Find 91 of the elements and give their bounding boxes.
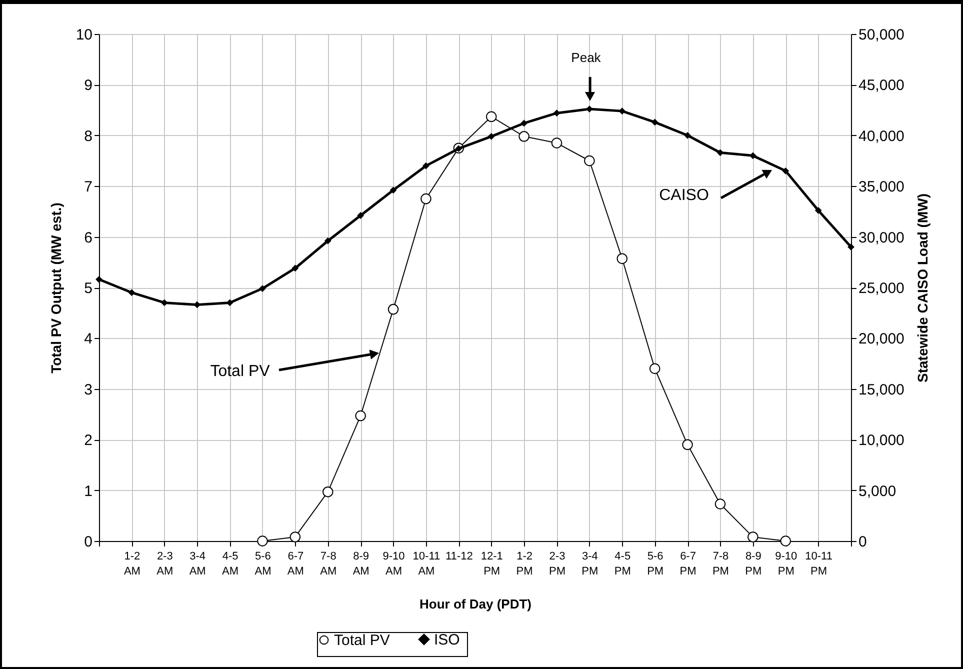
y2-tick-label: 40,000	[858, 128, 904, 145]
point	[128, 289, 135, 296]
legend-label: Total PV	[334, 632, 390, 649]
point	[322, 486, 334, 498]
y-tick-label: 10	[76, 26, 92, 44]
x-axis-title: Hour of Day (PDT)	[420, 596, 532, 612]
y2-tick-label: 30,000	[858, 229, 904, 246]
y2-tick-label: 15,000	[858, 381, 904, 398]
x-tick-label: 6-7 PM	[680, 550, 696, 578]
x-tick-label: 2-3 AM	[156, 550, 174, 578]
x-tick-label: 6-7 AM	[287, 550, 304, 578]
annotation: CAISO	[659, 187, 709, 204]
x-tick-label: 3-4 AM	[189, 550, 206, 578]
y2-tick-label: 5,000	[858, 482, 896, 500]
point	[652, 118, 658, 126]
point	[96, 276, 102, 283]
point	[324, 238, 332, 244]
y-tick-label: 8	[84, 128, 92, 145]
x-tick-label: 11-12	[445, 550, 473, 562]
point	[161, 299, 168, 306]
point	[388, 304, 399, 315]
x-tick-label: 1-2 AM	[124, 550, 140, 578]
point	[292, 264, 298, 272]
point	[586, 106, 593, 112]
y-tick-label: 1	[84, 482, 92, 500]
y-axis-title: Total PV Output (MW est.)	[48, 202, 64, 374]
point	[290, 532, 301, 542]
point	[357, 212, 364, 219]
point	[684, 132, 691, 139]
point	[782, 168, 789, 174]
point	[420, 193, 432, 204]
y2-tick-label: 45,000	[858, 77, 904, 94]
x-tick-label: 5-6 PM	[647, 550, 664, 578]
point	[520, 120, 528, 126]
point	[649, 363, 660, 374]
point	[390, 186, 396, 194]
point	[194, 302, 200, 308]
point	[226, 299, 234, 306]
point	[750, 152, 756, 159]
point	[355, 410, 366, 422]
point	[584, 155, 595, 166]
x-tick-label: 2-3 PM	[548, 550, 566, 578]
y-tick-label: 6	[84, 229, 92, 246]
point	[815, 207, 822, 214]
x-tick-label: 7-8 PM	[712, 550, 729, 578]
x-tick-label: 10-11 AM	[412, 550, 440, 578]
x-tick-label: 10-11 PM	[805, 550, 832, 578]
point	[422, 162, 430, 170]
x-tick-label: 4-5 PM	[614, 550, 631, 578]
y-tick-label: 5	[84, 280, 92, 297]
y2-axis-title: Statewide CAISO Load (MW)	[914, 194, 930, 382]
x-tick-label: 12-1 PM	[480, 550, 503, 578]
point	[682, 439, 693, 450]
y-tick-label: 2	[84, 432, 92, 450]
point	[551, 138, 562, 148]
y2-tick-label: 50,000	[858, 26, 904, 44]
y-tick-label: 7	[84, 178, 92, 196]
point	[716, 149, 724, 156]
point	[616, 253, 628, 264]
x-tick-label: 3-4 PM	[582, 550, 598, 578]
y-tick-label: 9	[84, 77, 92, 94]
y-tick-label: 4	[84, 330, 92, 348]
y-tick-label: 0	[84, 534, 92, 550]
x-tick-label: 8-9 PM	[745, 550, 762, 578]
point	[618, 108, 626, 114]
y2-tick-label: 0	[858, 534, 867, 550]
x-tick-label: 9-10 AM	[382, 550, 405, 578]
point	[488, 133, 495, 140]
x-tick-label: 1-2 PM	[516, 550, 533, 578]
y2-tick-label: 10,000	[858, 432, 904, 450]
x-tick-label: 4-5 AM	[222, 550, 239, 578]
y2-tick-label: 35,000	[858, 178, 904, 196]
point	[748, 532, 758, 542]
point	[780, 536, 791, 546]
annotation: Peak	[571, 50, 602, 65]
x-tick-label: 5-6 AM	[254, 550, 272, 578]
y2-tick-label: 20,000	[858, 330, 904, 348]
point	[714, 498, 726, 510]
point	[486, 111, 497, 122]
point	[518, 131, 530, 142]
point	[848, 244, 854, 250]
point	[257, 536, 268, 546]
x-tick-label: 9-10 PM	[775, 550, 798, 578]
x-tick-label: 7-8 AM	[320, 550, 337, 578]
x-tick-label: 8-9 AM	[352, 550, 370, 578]
legend-label: ISO	[434, 631, 460, 648]
y-tick-label: 3	[84, 381, 92, 398]
annotation: Total PV	[210, 363, 270, 380]
point	[554, 110, 560, 116]
point	[259, 285, 266, 292]
y2-tick-label: 25,000	[858, 280, 904, 297]
